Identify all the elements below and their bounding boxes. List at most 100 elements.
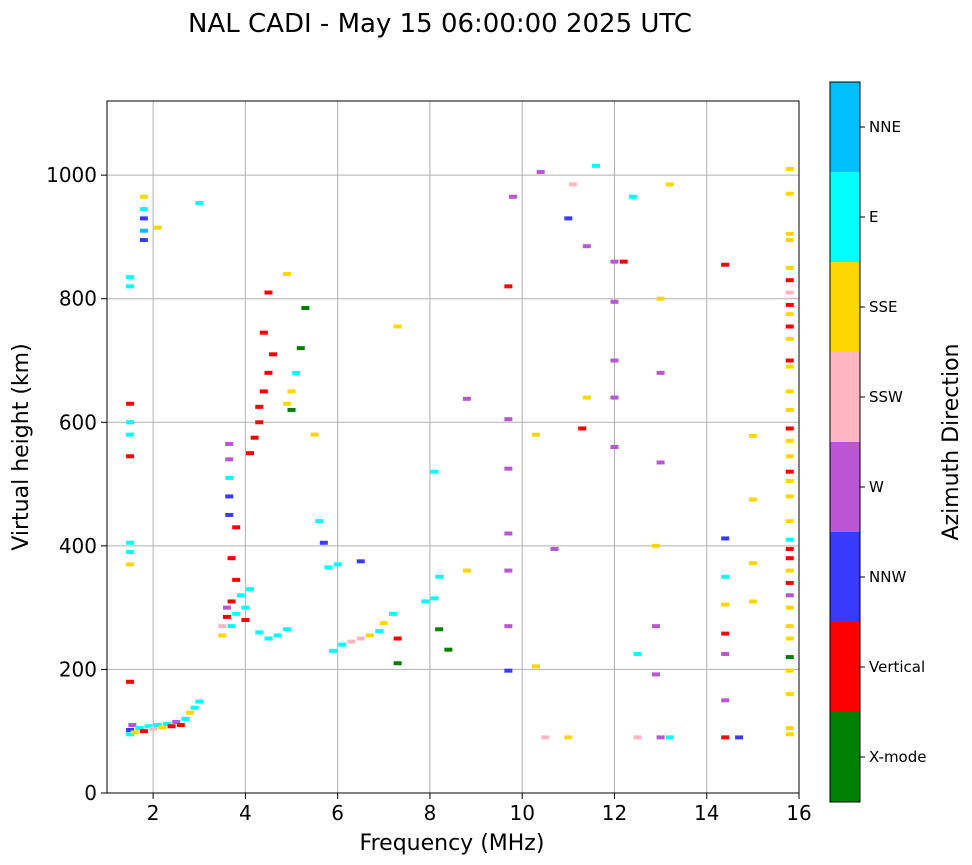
data-point xyxy=(379,621,388,626)
data-point xyxy=(785,265,794,270)
data-point xyxy=(227,556,236,561)
data-point xyxy=(785,389,794,394)
data-point xyxy=(259,330,268,335)
data-point xyxy=(430,596,439,601)
data-point xyxy=(126,732,135,737)
data-point xyxy=(153,723,162,728)
data-point xyxy=(785,336,794,341)
colorbar-segment xyxy=(830,622,860,712)
data-point xyxy=(126,275,135,280)
data-point xyxy=(785,655,794,660)
data-point xyxy=(785,290,794,295)
data-point xyxy=(633,651,642,656)
data-point xyxy=(222,614,231,619)
data-point xyxy=(665,735,674,740)
data-point xyxy=(504,466,513,471)
data-point xyxy=(347,639,356,644)
data-point xyxy=(269,352,278,357)
x-tick-label: 16 xyxy=(786,801,811,825)
data-point xyxy=(241,618,250,622)
data-point xyxy=(246,587,255,592)
data-point xyxy=(656,460,665,465)
data-point xyxy=(158,725,167,730)
colorbar-tick-label: NNW xyxy=(869,568,906,586)
data-point xyxy=(130,730,139,735)
data-point xyxy=(532,664,541,669)
data-point xyxy=(375,629,384,634)
data-point xyxy=(389,611,398,616)
y-tick-label: 1000 xyxy=(46,163,97,187)
data-point xyxy=(421,599,430,604)
data-point xyxy=(195,699,204,704)
data-point xyxy=(181,716,190,721)
data-point xyxy=(785,191,794,196)
data-point xyxy=(656,296,665,301)
plot-frame xyxy=(106,100,800,794)
data-point xyxy=(721,651,730,656)
data-point xyxy=(218,633,227,638)
grid-lines xyxy=(107,101,800,794)
data-point xyxy=(139,238,148,243)
data-point xyxy=(393,661,402,666)
data-point xyxy=(785,426,794,431)
data-point xyxy=(149,726,158,731)
data-point xyxy=(564,216,573,221)
data-point xyxy=(255,420,264,425)
data-point xyxy=(225,457,234,462)
data-point xyxy=(356,559,365,564)
data-point xyxy=(785,580,794,585)
data-point xyxy=(748,497,757,502)
colorbar-tick-label: X-mode xyxy=(869,748,926,766)
data-point xyxy=(592,163,601,168)
data-point xyxy=(259,389,268,394)
data-point xyxy=(785,556,794,561)
data-point xyxy=(365,633,374,638)
data-point xyxy=(462,396,471,401)
colorbar-tick-label: SSE xyxy=(869,298,898,316)
chart-title: NAL CADI - May 15 06:00:00 2025 UTC xyxy=(188,9,692,39)
data-point xyxy=(338,642,347,647)
data-point xyxy=(785,519,794,524)
data-point xyxy=(721,631,730,636)
x-tick-label: 2 xyxy=(147,801,160,825)
data-point xyxy=(435,574,444,579)
data-point xyxy=(324,565,333,570)
data-point xyxy=(236,593,245,598)
data-point xyxy=(282,401,291,406)
data-point xyxy=(504,624,513,629)
data-point xyxy=(241,605,250,610)
data-point xyxy=(167,724,176,729)
data-point xyxy=(504,531,513,536)
data-point xyxy=(435,627,444,632)
data-point xyxy=(430,469,439,474)
data-point xyxy=(255,630,264,635)
data-point xyxy=(568,182,577,187)
data-point xyxy=(541,735,550,740)
data-point xyxy=(255,404,264,409)
data-point xyxy=(785,478,794,483)
data-point xyxy=(232,577,241,582)
data-point xyxy=(264,636,273,641)
data-point xyxy=(139,228,148,233)
data-point xyxy=(582,244,591,249)
data-point xyxy=(264,370,273,375)
data-point xyxy=(651,672,660,677)
data-point xyxy=(619,259,628,264)
colorbar-segment xyxy=(830,532,860,622)
data-point xyxy=(785,238,794,243)
x-tick-label: 8 xyxy=(424,801,437,825)
y-tick-label: 200 xyxy=(59,657,97,681)
data-point xyxy=(610,299,619,304)
data-point xyxy=(393,324,402,329)
data-point xyxy=(301,305,310,310)
data-point xyxy=(785,546,794,551)
data-point xyxy=(628,194,637,199)
data-point xyxy=(610,395,619,400)
data-point xyxy=(135,726,144,731)
data-point xyxy=(126,454,135,459)
data-point xyxy=(785,166,794,171)
colorbar-segment xyxy=(830,352,860,442)
data-point xyxy=(785,494,794,499)
data-point xyxy=(785,364,794,369)
data-point xyxy=(651,543,660,548)
